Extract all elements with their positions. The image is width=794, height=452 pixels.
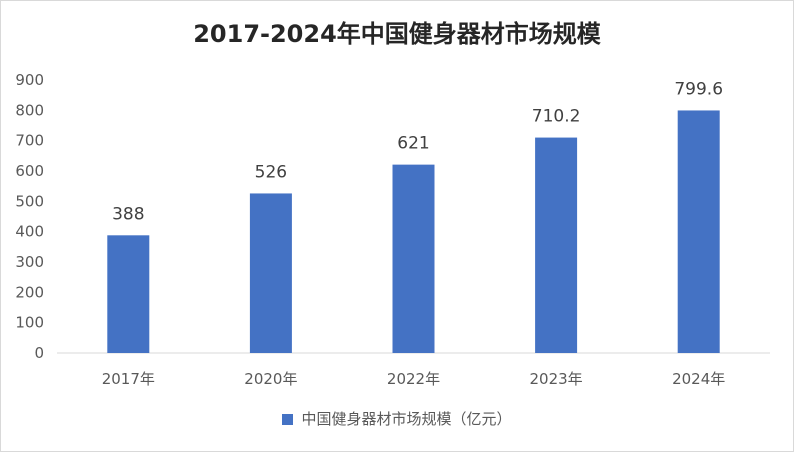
x-axis-ticks: 2017年 2020年 2022年 2023年 2024年 [102, 370, 726, 388]
data-label: 710.2 [532, 107, 581, 127]
x-tick-label: 2020年 [244, 370, 297, 388]
x-tick-label: 2022年 [387, 370, 440, 388]
y-tick-label: 400 [15, 223, 44, 241]
y-tick-label: 700 [15, 132, 44, 150]
data-labels: 388 526 621 710.2 799.6 [112, 79, 723, 224]
bar [107, 235, 150, 353]
legend: 中国健身器材市场规模（亿元） [0, 408, 794, 429]
data-label: 621 [397, 134, 429, 154]
y-tick-label: 0 [34, 344, 44, 362]
y-tick-label: 100 [15, 314, 44, 332]
y-axis-ticks: 0 100 200 300 400 500 600 700 800 900 [15, 71, 44, 362]
legend-label: 中国健身器材市场规模（亿元） [301, 410, 512, 428]
bar [392, 164, 435, 353]
bar [677, 110, 720, 353]
x-tick-label: 2023年 [530, 370, 583, 388]
y-tick-label: 800 [15, 101, 44, 119]
data-label: 388 [112, 204, 144, 224]
data-label: 526 [255, 162, 287, 182]
x-tick-label: 2024年 [672, 370, 725, 388]
y-tick-label: 600 [15, 162, 44, 180]
x-tick-label: 2017年 [102, 370, 155, 388]
bar [249, 193, 292, 353]
y-tick-label: 300 [15, 253, 44, 271]
bars [107, 110, 720, 353]
y-tick-label: 500 [15, 192, 44, 210]
legend-swatch [282, 414, 294, 425]
y-tick-label: 900 [15, 71, 44, 89]
chart-title: 2017-2024年中国健身器材市场规模 [193, 20, 601, 48]
bar [535, 137, 578, 353]
y-tick-label: 200 [15, 283, 44, 301]
data-label: 799.6 [674, 79, 723, 99]
